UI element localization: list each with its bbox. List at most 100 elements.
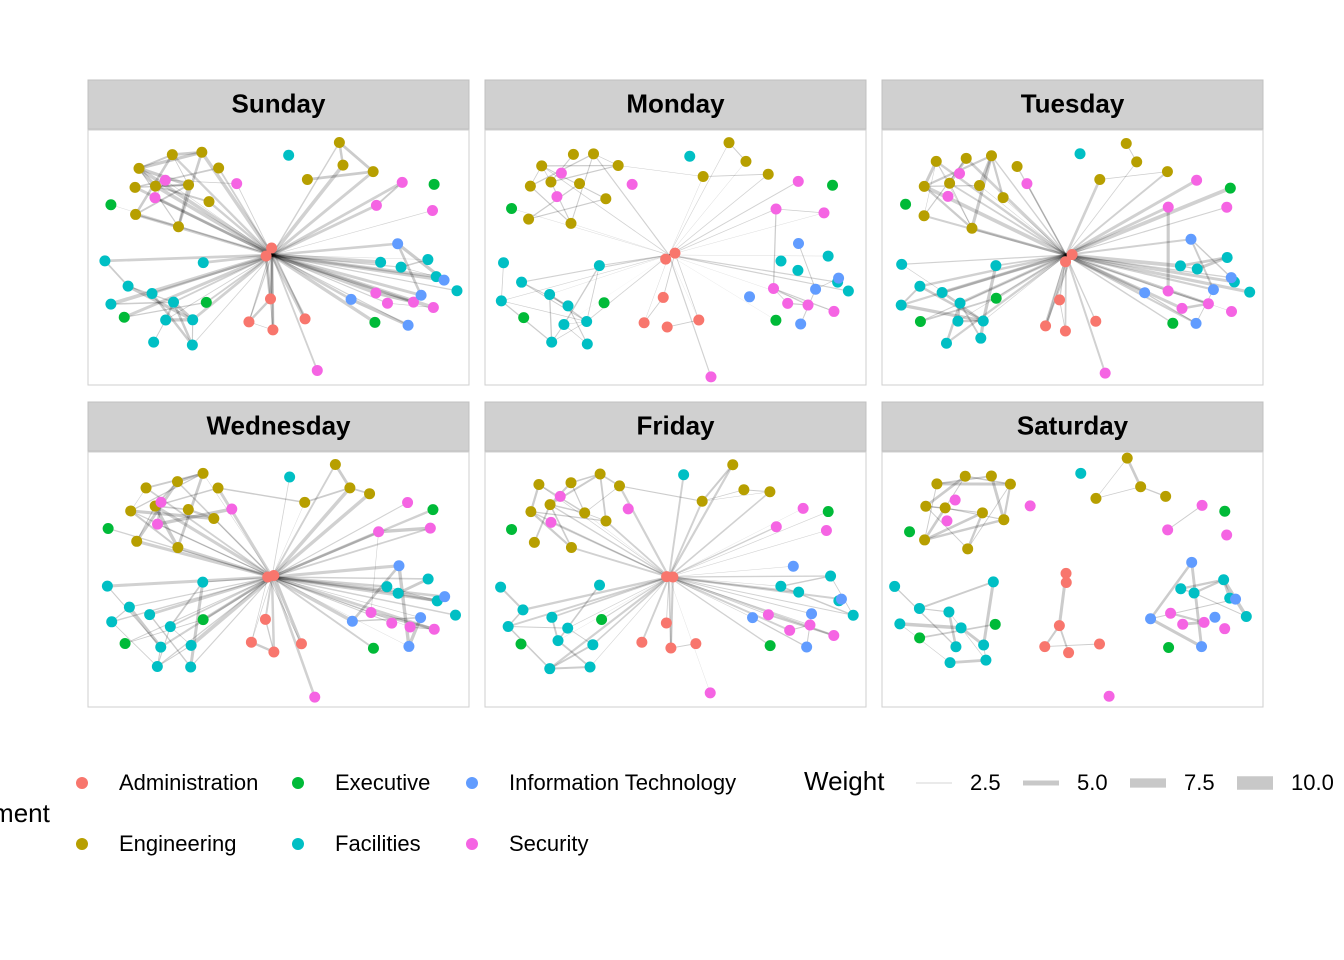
node — [579, 507, 591, 519]
edge — [271, 576, 429, 580]
edge — [271, 476, 291, 578]
panel-title: Wednesday — [206, 410, 351, 440]
edge — [521, 281, 587, 322]
node — [122, 280, 134, 292]
panel: Wednesday — [87, 401, 470, 708]
node — [667, 571, 679, 583]
node — [747, 612, 759, 624]
node — [545, 516, 557, 528]
edge — [947, 611, 958, 648]
node — [1004, 478, 1016, 490]
node — [810, 283, 822, 295]
node — [622, 503, 634, 515]
node — [523, 213, 535, 225]
edge — [1144, 292, 1197, 324]
node — [329, 458, 341, 470]
edge — [149, 614, 192, 668]
edge — [780, 585, 854, 616]
node — [1191, 263, 1203, 275]
node — [802, 299, 814, 311]
edge — [567, 305, 588, 345]
legend-label: Engineering — [119, 831, 236, 856]
legend-label: Facilities — [335, 831, 421, 856]
node — [197, 576, 209, 588]
node — [149, 192, 161, 204]
edge — [665, 576, 670, 624]
strip — [881, 79, 1264, 130]
node — [820, 524, 832, 536]
node — [1066, 249, 1078, 261]
edge — [176, 481, 273, 578]
edge — [270, 486, 352, 579]
node — [949, 494, 961, 506]
node — [1021, 178, 1033, 190]
node — [574, 178, 586, 190]
edge — [919, 285, 984, 323]
node — [130, 208, 142, 220]
node — [546, 611, 558, 623]
edge — [106, 585, 162, 648]
node — [598, 297, 610, 309]
node — [517, 604, 529, 616]
edge — [668, 173, 769, 256]
edge — [945, 507, 1004, 521]
node — [950, 641, 962, 653]
edge — [593, 153, 670, 256]
edge — [110, 253, 273, 306]
node — [704, 687, 716, 699]
node — [1090, 492, 1102, 504]
edge — [668, 526, 777, 578]
node — [1054, 294, 1066, 306]
edge — [378, 526, 431, 534]
node — [524, 180, 536, 192]
node — [587, 639, 599, 651]
edge — [271, 575, 438, 603]
edge — [271, 253, 377, 295]
node — [1063, 647, 1075, 659]
node — [172, 221, 184, 233]
node — [1040, 320, 1052, 332]
edge — [1002, 483, 1012, 520]
node — [544, 288, 556, 300]
edge — [668, 176, 704, 256]
node — [528, 536, 540, 548]
legend-key — [292, 777, 304, 789]
edge — [965, 157, 1067, 256]
node — [1185, 233, 1197, 245]
edge — [352, 616, 421, 622]
edge — [662, 253, 676, 298]
edge — [1065, 186, 1232, 257]
node — [525, 506, 537, 518]
node — [1160, 490, 1172, 502]
weight-label: 2.5 — [970, 770, 1001, 795]
node — [978, 639, 990, 651]
edge — [270, 576, 316, 698]
node — [243, 316, 255, 328]
edge — [173, 254, 273, 303]
node — [804, 619, 816, 631]
edge — [135, 184, 189, 189]
edge — [171, 153, 273, 256]
edge — [959, 302, 982, 339]
edge — [267, 576, 302, 644]
edge — [157, 507, 233, 526]
weight-label: 10.0 — [1291, 770, 1334, 795]
node — [551, 191, 563, 203]
node — [183, 179, 195, 191]
edge — [165, 254, 273, 321]
node — [955, 622, 967, 634]
node — [990, 260, 1002, 272]
node — [1060, 567, 1072, 579]
node — [842, 285, 854, 297]
node — [835, 593, 847, 605]
node — [515, 638, 527, 650]
node — [952, 315, 964, 327]
node — [960, 152, 972, 164]
node — [822, 250, 834, 262]
node — [847, 609, 859, 621]
edge — [1149, 561, 1193, 620]
edge — [668, 565, 794, 578]
node — [997, 192, 1009, 204]
node — [1074, 148, 1086, 160]
edges — [900, 143, 1250, 374]
